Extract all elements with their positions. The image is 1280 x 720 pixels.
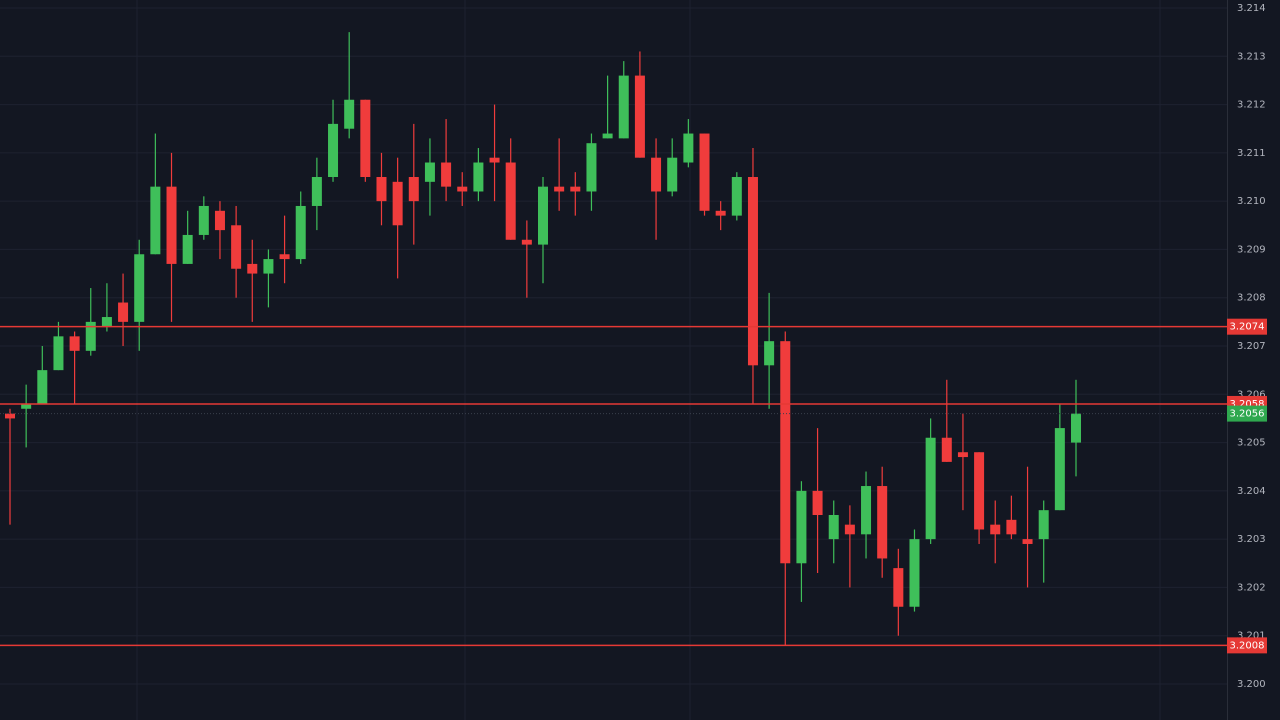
candle-body	[861, 486, 872, 535]
y-tick-label: 3.203	[1237, 534, 1266, 545]
y-tick-label: 3.200	[1237, 679, 1266, 690]
y-tick-label: 3.211	[1237, 148, 1266, 159]
candle-body	[457, 186, 468, 192]
candle-body	[101, 317, 112, 327]
candle-body	[634, 75, 645, 158]
candle-body	[941, 437, 952, 462]
last-price-tag	[1227, 405, 1267, 422]
candle-body	[424, 162, 435, 182]
candle-body	[925, 437, 936, 540]
candle-body	[570, 186, 581, 192]
candle-body	[328, 123, 339, 177]
candle-body	[974, 452, 985, 530]
candle-body	[747, 177, 758, 366]
candle-body	[554, 186, 565, 192]
candle-body	[812, 490, 823, 515]
candle-body	[651, 157, 662, 192]
candle-body	[214, 210, 225, 231]
y-tick-label: 3.208	[1237, 293, 1266, 304]
candle-body	[344, 99, 355, 129]
candle-body	[182, 234, 193, 264]
candle-body	[538, 186, 548, 245]
candle-body	[263, 259, 274, 274]
level-tag	[1227, 637, 1267, 654]
candle-body	[392, 181, 403, 226]
candle-body	[198, 205, 209, 235]
candle-body	[37, 370, 48, 404]
candle-body	[602, 133, 613, 139]
candle-body	[764, 341, 775, 366]
candle-body	[295, 205, 306, 260]
candle-body	[53, 336, 64, 371]
y-tick-label: 3.202	[1237, 582, 1266, 593]
y-tick-label: 3.205	[1237, 438, 1266, 449]
y-tick-label: 3.207	[1237, 341, 1266, 352]
candle-body	[311, 177, 322, 206]
candle-body	[796, 490, 807, 564]
candle-body	[376, 177, 387, 202]
candle-body	[957, 452, 968, 458]
candle-body	[844, 524, 855, 535]
y-tick-label: 3.204	[1237, 486, 1266, 497]
candle-body	[731, 177, 742, 216]
y-tick-label: 3.212	[1237, 100, 1266, 111]
candle-body	[877, 486, 888, 559]
y-tick-label: 3.213	[1237, 51, 1266, 62]
candle-body	[1022, 539, 1033, 544]
candle-body	[521, 239, 532, 245]
candle-body	[489, 157, 500, 163]
candle-body	[715, 210, 726, 216]
candle-body	[441, 162, 452, 187]
level-label: 3.2008	[1230, 640, 1265, 651]
candle-body	[586, 143, 597, 192]
candle-body	[231, 225, 242, 269]
candle-body	[21, 403, 32, 409]
candle-body	[134, 254, 145, 322]
y-tick-label: 3.210	[1237, 196, 1266, 207]
candle-body	[166, 186, 177, 264]
candle-body	[667, 157, 678, 192]
candle-body	[473, 162, 484, 192]
candle-body	[150, 186, 161, 255]
level-label: 3.2058	[1230, 399, 1265, 410]
candle-body	[683, 133, 694, 163]
candle-body	[408, 177, 419, 202]
candle-body	[360, 99, 371, 177]
candle-body	[990, 524, 1001, 535]
candle-body	[118, 302, 129, 322]
last-price-label: 3.2056	[1230, 409, 1265, 420]
candle-body	[893, 568, 904, 607]
candle-body	[1071, 413, 1081, 443]
candle-body	[618, 75, 629, 139]
y-tick-label: 3.201	[1237, 631, 1266, 642]
candle-body	[85, 321, 96, 351]
y-tick-label: 3.206	[1237, 389, 1266, 400]
candle-body	[1038, 510, 1049, 540]
candle-body	[247, 263, 258, 274]
level-tag	[1227, 318, 1267, 335]
candle-body	[279, 254, 290, 260]
candle-body	[699, 133, 710, 211]
candle-body	[909, 539, 920, 607]
candle-body	[1006, 519, 1017, 535]
candle-body	[5, 413, 15, 419]
y-tick-label: 3.214	[1237, 3, 1266, 14]
candle-body	[69, 336, 80, 351]
y-tick-label: 3.209	[1237, 244, 1266, 255]
candle-body	[1054, 428, 1065, 511]
candle-body	[505, 162, 516, 240]
level-label: 3.2074	[1230, 322, 1265, 333]
candle-body	[828, 515, 839, 540]
candle-body	[780, 341, 791, 564]
